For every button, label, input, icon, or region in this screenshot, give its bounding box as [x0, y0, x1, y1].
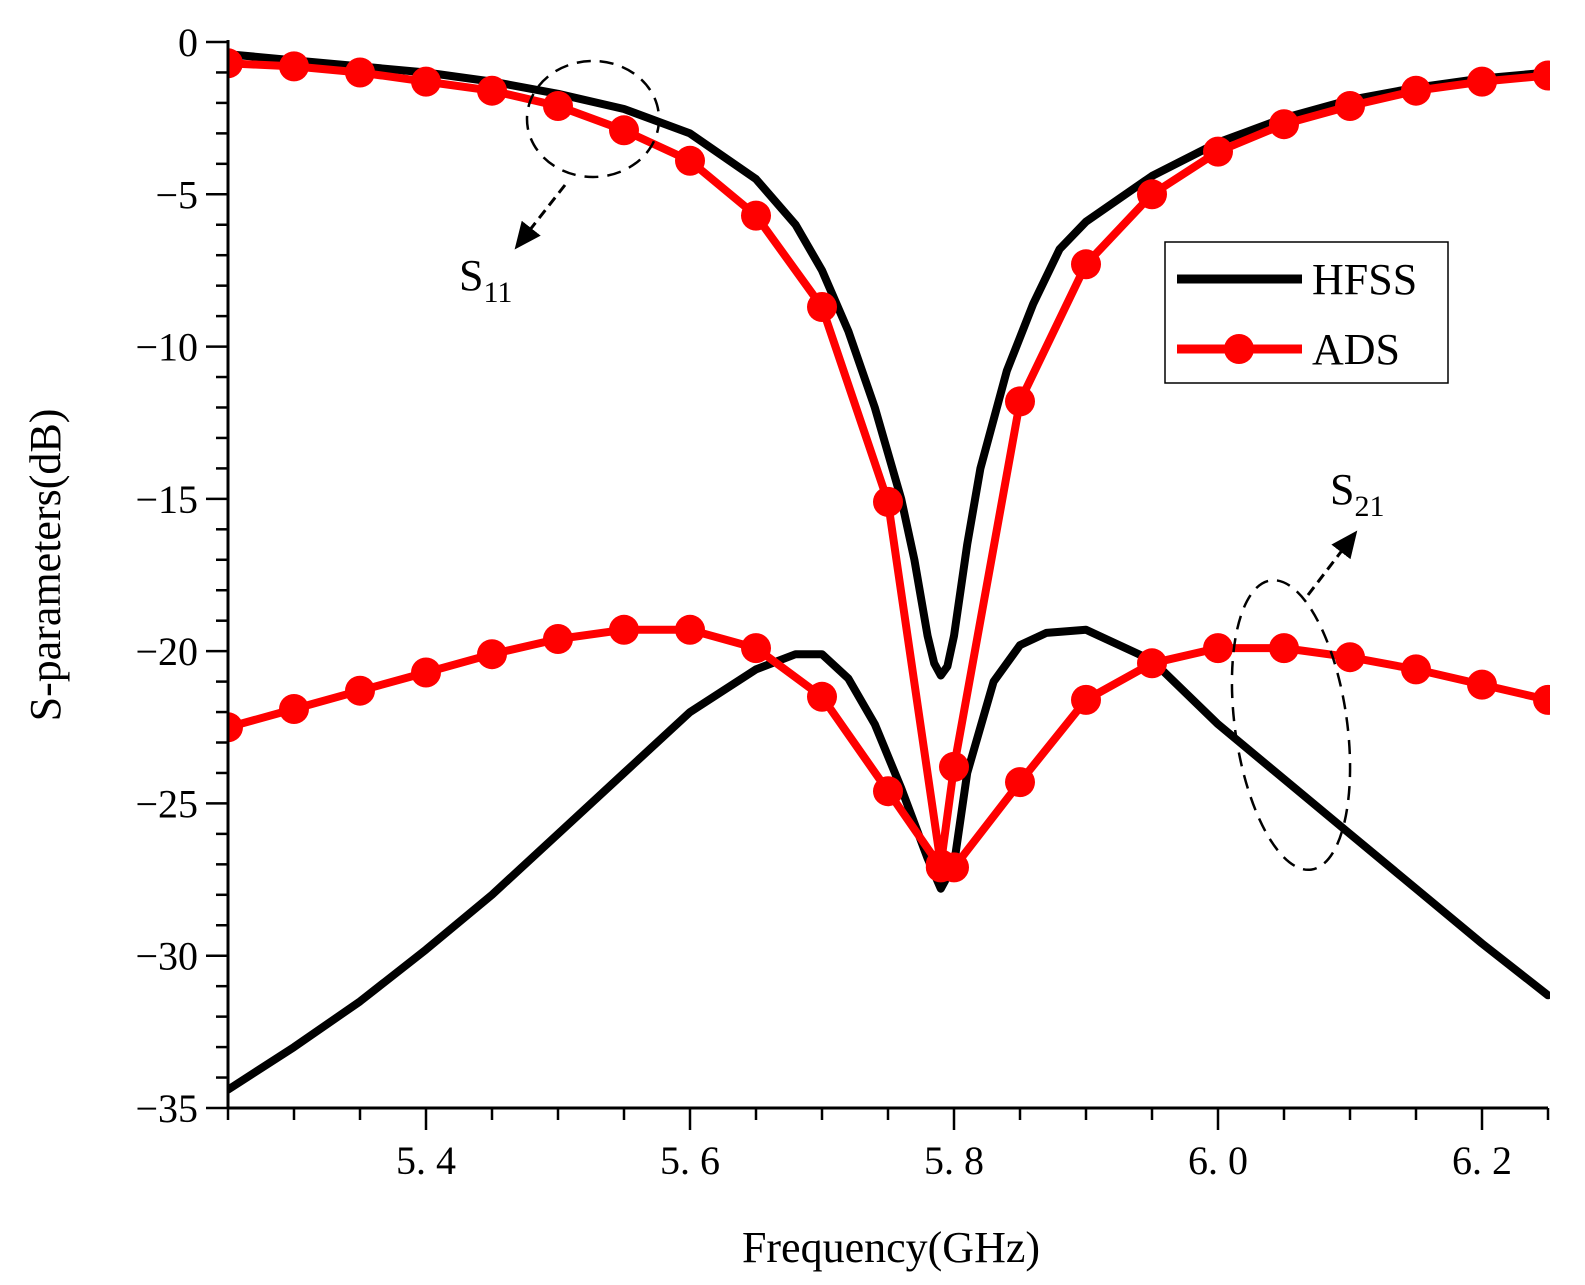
- annotation-layer: S11 S21: [459, 59, 1384, 872]
- marker-ads-s21-point: [345, 675, 375, 706]
- marker-ads-s21-point: [279, 694, 309, 724]
- marker-ads-s11-point: [345, 57, 375, 88]
- marker-ads-s21-point: [1335, 642, 1365, 673]
- marker-ads-s21-point: [675, 614, 705, 645]
- s21-label-main: S: [1330, 465, 1354, 514]
- marker-ads-s21-point: [939, 852, 969, 883]
- marker-ads-s11-point: [807, 292, 837, 322]
- marker-ads-s11-point: [1467, 66, 1497, 97]
- marker-ads-s21-point: [228, 712, 243, 743]
- series-hfss-s21: [228, 625, 1550, 1094]
- marker-ads-s11-point: [279, 51, 309, 82]
- series-layer: [228, 48, 1550, 1094]
- marker-ads-s21-point: [1071, 684, 1101, 715]
- s21-label: S21: [1330, 465, 1384, 523]
- marker-ads-s11-point: [1335, 91, 1365, 121]
- marker-ads-s11-point: [1071, 249, 1101, 280]
- marker-ads-s11-point: [477, 75, 507, 106]
- y-tick-label: −30: [135, 934, 198, 979]
- s11-dashed-ellipse: [525, 59, 661, 179]
- s11-arrow: [514, 184, 567, 250]
- marker-ads-s21-point: [609, 614, 639, 645]
- x-tick-label: 5. 6: [660, 1138, 720, 1183]
- s11-label: S11: [459, 251, 512, 309]
- s11-label-main: S: [459, 251, 483, 300]
- x-tick-label: 5. 8: [924, 1138, 984, 1183]
- line-ads-s11: [228, 59, 1550, 869]
- marker-ads-s11-point: [1203, 136, 1233, 167]
- x-tick-label: 6. 2: [1452, 1138, 1512, 1183]
- y-tick-label: −10: [135, 325, 198, 370]
- marker-ads-s21-point: [1533, 684, 1550, 715]
- legend-hfss-label: HFSS: [1312, 255, 1417, 304]
- marker-ads-s11-point: [873, 486, 903, 517]
- x-axis-title: Frequency(GHz): [742, 1223, 1040, 1272]
- marker-ads-s21-point: [1269, 633, 1299, 664]
- marker-ads-s21-point: [1137, 648, 1167, 679]
- s21-dashed-ellipse: [1230, 578, 1352, 872]
- marker-ads-s11-point: [609, 115, 639, 146]
- y-tick-label: −20: [135, 629, 198, 674]
- series-hfss-s11: [228, 50, 1550, 680]
- marker-ads-s11-point: [228, 48, 243, 79]
- marker-ads-s21-point: [807, 681, 837, 712]
- x-tick-label: 6. 0: [1188, 1138, 1248, 1183]
- marker-ads-s11-point: [411, 66, 441, 97]
- marker-ads-s21-point: [477, 639, 507, 670]
- marker-ads-s21-point: [1203, 633, 1233, 664]
- x-tick-label: 5. 4: [396, 1138, 456, 1183]
- marker-ads-s11-point: [1269, 109, 1299, 140]
- line-ads-s21: [228, 625, 1550, 872]
- y-tick-label: −35: [135, 1086, 198, 1131]
- marker-ads-s21-point: [1401, 654, 1431, 685]
- marker-ads-s21-point: [411, 657, 441, 688]
- s11-label-subscript: 11: [483, 276, 512, 309]
- series-ads-s11: [228, 48, 1550, 880]
- s21-label-subscript: 21: [1354, 490, 1384, 523]
- axes-layer: 0 −5 −10 −15 −20 −25 −30 −35 5. 4 5. 6 5. 8 6. 0 6. …: [135, 20, 1550, 1183]
- legend: HFSS ADS: [1164, 241, 1449, 384]
- marker-ads-s11-point: [1005, 386, 1035, 417]
- series-ads-s21: [228, 614, 1550, 883]
- marker-ads-s11-point: [1401, 75, 1431, 106]
- marker-ads-s21-point: [543, 624, 573, 654]
- s21-arrow: [1306, 530, 1358, 596]
- legend-ads-marker: [1224, 334, 1254, 364]
- marker-ads-s11-point: [939, 751, 969, 782]
- legend-box: [1164, 241, 1449, 384]
- marker-ads-s11-point: [675, 145, 705, 176]
- legend-ads-label: ADS: [1312, 325, 1400, 374]
- marker-ads-s11-point: [1137, 179, 1167, 210]
- marker-ads-s21-point: [741, 633, 771, 664]
- y-axis-title: S-parameters(dB): [21, 409, 70, 722]
- y-tick-label: −5: [155, 172, 198, 217]
- marker-ads-s21-point: [1005, 767, 1035, 798]
- y-tick-label: −25: [135, 781, 198, 826]
- marker-ads-s21-point: [873, 776, 903, 807]
- marker-ads-s11-point: [741, 200, 771, 231]
- y-tick-label: −15: [135, 477, 198, 522]
- marker-ads-s11-point: [543, 91, 573, 121]
- y-tick-label: 0: [178, 20, 198, 65]
- line-hfss-s11: [228, 50, 1550, 680]
- line-hfss-s21: [228, 625, 1550, 1094]
- marker-ads-s21-point: [1467, 669, 1497, 700]
- marker-ads-s11-point: [1533, 60, 1550, 91]
